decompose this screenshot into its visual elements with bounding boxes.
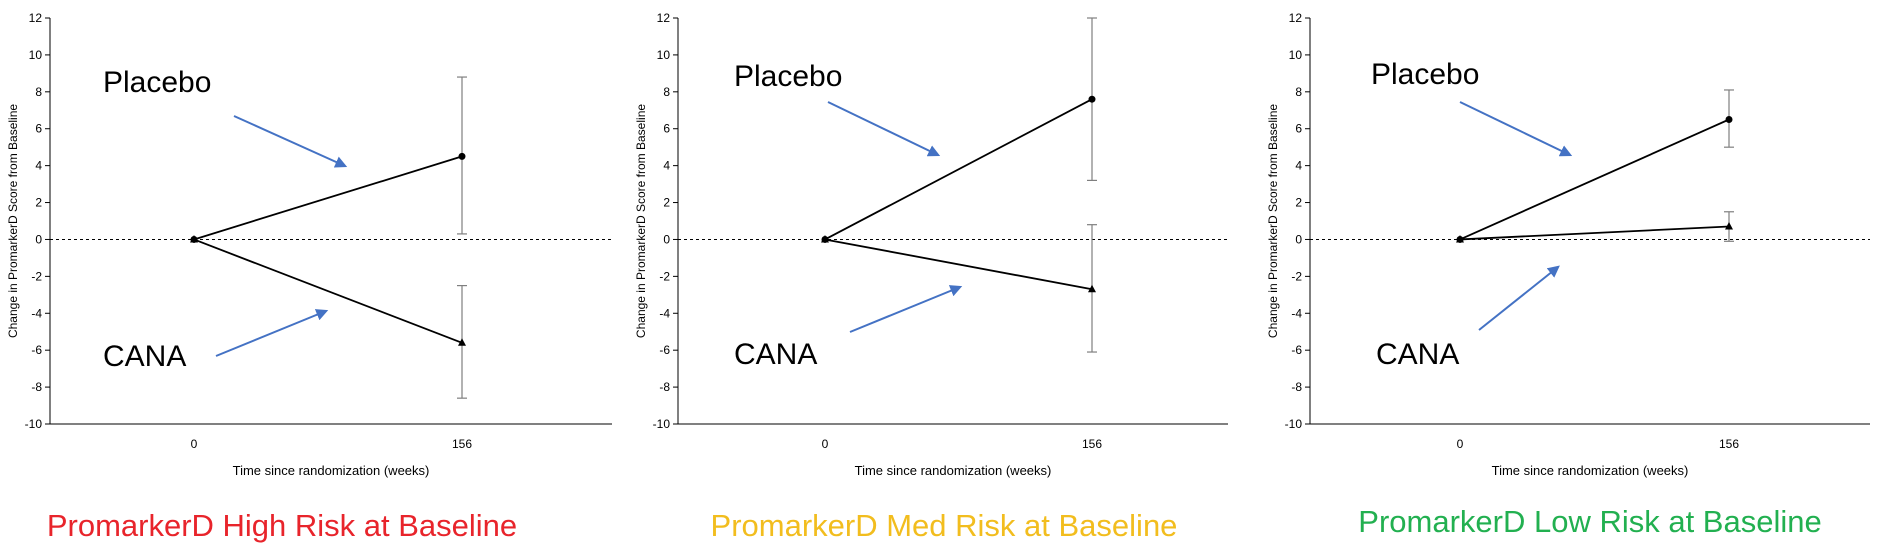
y-tick-label: -8 bbox=[31, 380, 42, 394]
y-tick-label: 6 bbox=[1295, 122, 1302, 136]
x-tick-label: 156 bbox=[1082, 437, 1102, 451]
y-tick-label: -4 bbox=[1291, 306, 1302, 320]
data-point-triangle bbox=[821, 234, 829, 243]
y-tick-label: 4 bbox=[663, 159, 670, 173]
x-tick-label: 156 bbox=[1719, 437, 1739, 451]
series-placebo bbox=[1456, 89, 1734, 243]
series-line bbox=[193, 238, 463, 344]
y-tick-label: -6 bbox=[31, 343, 42, 357]
annotation-cana: CANA bbox=[1376, 338, 1459, 371]
series-line bbox=[824, 238, 1093, 291]
y-tick-label: 8 bbox=[1295, 85, 1302, 99]
series-placebo bbox=[821, 17, 1097, 243]
y-tick-label: 12 bbox=[1289, 11, 1303, 25]
annotation-arrow bbox=[1459, 101, 1573, 157]
y-axis-label: Change in PromarkerD Score from Baseline bbox=[6, 104, 20, 338]
y-axis-label: Change in PromarkerD Score from Baseline bbox=[1266, 104, 1280, 338]
data-point-triangle bbox=[458, 338, 466, 346]
annotation-arrow bbox=[1478, 265, 1560, 331]
x-tick-label: 0 bbox=[822, 437, 829, 451]
y-tick-label: 8 bbox=[35, 85, 42, 99]
annotation-placebo: Placebo bbox=[103, 66, 211, 99]
x-tick-label: 0 bbox=[191, 437, 198, 451]
y-tick-label: 0 bbox=[1295, 232, 1302, 246]
y-tick-label: -2 bbox=[31, 269, 42, 283]
data-point-circle bbox=[458, 152, 466, 160]
y-tick-label: -6 bbox=[659, 343, 670, 357]
data-point-triangle bbox=[1725, 222, 1733, 230]
y-tick-label: -2 bbox=[1291, 269, 1302, 283]
y-tick-label: -10 bbox=[653, 417, 671, 431]
data-point-circle bbox=[1725, 116, 1733, 123]
chart-panel-1: 12 10 8 6 4 2 0 -2 -4 -6 -8 -10 0 156 Time since rando… bbox=[6, 11, 612, 543]
series-placebo bbox=[190, 76, 467, 243]
y-tick-label: -2 bbox=[659, 269, 670, 283]
y-tick-label: 2 bbox=[663, 196, 670, 210]
series-cana bbox=[1456, 211, 1734, 243]
chart-panel-3: 12 10 8 6 4 2 0 -2 -4 -6 -8 -10 0 156 Time since rando… bbox=[1266, 11, 1870, 539]
y-tick-label: 2 bbox=[1295, 196, 1302, 210]
annotation-placebo: Placebo bbox=[734, 60, 842, 93]
y-tick-label: 0 bbox=[663, 232, 670, 246]
series-line bbox=[1459, 225, 1730, 241]
series-line bbox=[1459, 118, 1730, 241]
y-tick-label: 6 bbox=[663, 122, 670, 136]
data-point-triangle bbox=[1088, 284, 1096, 293]
y-tick-label: 4 bbox=[1295, 159, 1302, 173]
y-tick-label: 12 bbox=[657, 11, 671, 25]
y-tick-label: 10 bbox=[29, 48, 43, 62]
annotation-cana: CANA bbox=[734, 338, 817, 371]
y-tick-label: -8 bbox=[659, 380, 670, 394]
data-point-circle bbox=[1088, 95, 1096, 103]
annotation-arrow bbox=[215, 309, 329, 357]
y-tick-label: -4 bbox=[659, 306, 670, 320]
series-cana bbox=[821, 224, 1097, 353]
series-line bbox=[824, 98, 1093, 241]
chart-panel-2: 12 10 8 6 4 2 0 -2 -4 -6 -8 -10 0 156 Time since rando… bbox=[634, 11, 1228, 543]
annotation-arrow bbox=[827, 101, 941, 157]
x-axis-label: Time since randomization (weeks) bbox=[233, 463, 430, 478]
y-tick-label: -10 bbox=[25, 417, 43, 431]
y-tick-label: 8 bbox=[663, 85, 670, 99]
y-tick-label: -10 bbox=[1285, 417, 1303, 431]
x-axis-label: Time since randomization (weeks) bbox=[1492, 463, 1689, 478]
y-tick-label: 4 bbox=[35, 159, 42, 173]
chart-title: PromarkerD High Risk at Baseline bbox=[47, 508, 517, 543]
y-tick-label: 10 bbox=[657, 48, 671, 62]
x-axis-label: Time since randomization (weeks) bbox=[855, 463, 1052, 478]
y-tick-label: 6 bbox=[35, 122, 42, 136]
annotation-arrow bbox=[849, 285, 963, 333]
y-tick-label: 10 bbox=[1289, 48, 1303, 62]
y-tick-label: -6 bbox=[1291, 343, 1302, 357]
x-tick-label: 0 bbox=[1457, 437, 1464, 451]
y-axis-label: Change in PromarkerD Score from Baseline bbox=[634, 104, 648, 338]
y-tick-label: 0 bbox=[35, 232, 42, 246]
y-tick-label: 12 bbox=[29, 11, 43, 25]
y-tick-label: 2 bbox=[35, 196, 42, 210]
chart-title: PromarkerD Low Risk at Baseline bbox=[1358, 504, 1821, 539]
annotation-placebo: Placebo bbox=[1371, 58, 1479, 91]
data-point-triangle bbox=[190, 234, 198, 243]
annotation-cana: CANA bbox=[103, 340, 186, 373]
data-point-triangle bbox=[1456, 234, 1464, 243]
series-line bbox=[193, 155, 463, 241]
series-cana bbox=[190, 234, 467, 399]
x-tick-label: 156 bbox=[452, 437, 472, 451]
y-tick-label: -4 bbox=[31, 306, 42, 320]
annotation-arrow bbox=[233, 115, 348, 168]
y-tick-label: -8 bbox=[1291, 380, 1302, 394]
chart-title: PromarkerD Med Risk at Baseline bbox=[711, 508, 1178, 543]
